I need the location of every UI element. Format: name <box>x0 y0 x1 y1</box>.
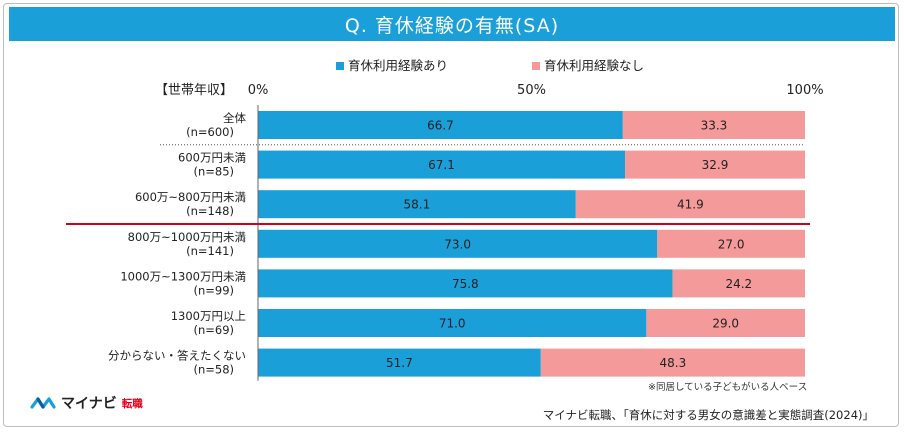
category-label-7: 分からない・答えたくない <box>108 349 246 363</box>
bar-3-yes <box>258 190 576 219</box>
bar-1-no <box>622 111 805 139</box>
bar-7-no <box>540 348 805 377</box>
category-label-1: 全体 <box>223 111 246 125</box>
data-label-5-no: 24.2 <box>725 277 752 291</box>
bar-3-no <box>575 190 805 219</box>
category-n-6: (n=69) <box>193 323 234 337</box>
data-label-7-no: 48.3 <box>660 356 687 370</box>
data-label-6-yes: 71.0 <box>439 317 466 331</box>
bar-4-yes <box>258 229 658 258</box>
legend-swatch-2 <box>532 62 540 70</box>
data-label-3-no: 41.9 <box>677 198 704 212</box>
logo-sub: 転職 <box>121 397 143 410</box>
data-label-4-no: 27.0 <box>718 237 745 251</box>
data-label-5-yes: 75.8 <box>452 277 479 291</box>
data-label-4-yes: 73.0 <box>444 237 471 251</box>
data-label-1-no: 33.3 <box>701 119 728 133</box>
category-n-3: (n=148) <box>186 204 234 218</box>
category-n-4: (n=141) <box>186 244 234 258</box>
tick-label-3: 100% <box>786 83 823 98</box>
bar-5-yes <box>258 269 673 298</box>
category-label-4: 800万~1000万円未満 <box>128 230 246 244</box>
chart-title: Q. 育休経験の有無(SA) <box>9 7 895 41</box>
category-n-1: (n=600) <box>186 125 234 139</box>
tick-label-2: 50% <box>517 83 546 98</box>
category-n-7: (n=58) <box>193 363 234 377</box>
category-label-3: 600万~800万円未満 <box>135 190 246 204</box>
logo-name: マイナビ <box>61 396 117 412</box>
data-label-2-no: 32.9 <box>702 158 729 172</box>
axis-label: 【世帯年収】 <box>155 83 233 98</box>
bar-7-yes <box>258 348 541 377</box>
category-label-2: 600万円未満 <box>178 151 246 165</box>
legend-label-1: 育休利用経験あり <box>348 58 448 73</box>
bar-2-yes <box>258 150 626 179</box>
chart-frame <box>3 3 899 427</box>
category-label-6: 1300万円以上 <box>171 309 246 323</box>
legend-swatch-1 <box>336 62 344 70</box>
mynavi-logo-icon <box>30 397 56 409</box>
footnote: ※同居している子どもがいる人ベース <box>648 382 808 393</box>
tick-label-1: 0% <box>248 83 269 98</box>
data-label-2-yes: 67.1 <box>428 158 455 172</box>
category-label-5: 1000万~1300万円未満 <box>120 269 246 283</box>
bar-6-yes <box>258 309 647 337</box>
bar-1-yes <box>258 111 623 139</box>
bar-2-no <box>625 150 805 179</box>
data-label-1-yes: 66.7 <box>427 119 454 133</box>
bar-6-no <box>646 309 805 337</box>
data-label-3-yes: 58.1 <box>404 198 431 212</box>
data-label-6-no: 29.0 <box>712 317 739 331</box>
mynavi-logo: マイナビ 転職 <box>30 393 143 413</box>
bar-4-no <box>657 229 805 258</box>
legend-label-2: 育休利用経験なし <box>544 58 644 73</box>
category-n-2: (n=85) <box>193 165 234 179</box>
bar-5-no <box>672 269 805 298</box>
category-n-5: (n=99) <box>193 283 234 297</box>
data-label-7-yes: 51.7 <box>386 356 413 370</box>
source-note: マイナビ転職、「育休に対する男女の意識差と実態調査(2024)」 <box>542 408 874 422</box>
